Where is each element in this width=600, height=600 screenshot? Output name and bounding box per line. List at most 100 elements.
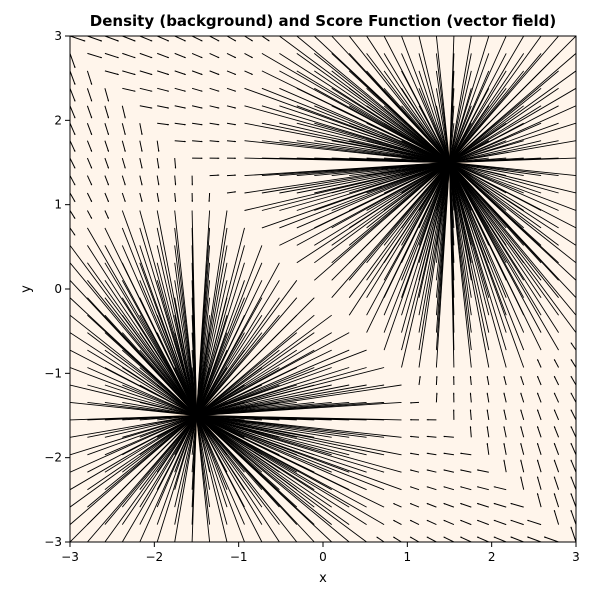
score-arrowhead <box>410 503 412 505</box>
score-arrow <box>104 123 110 136</box>
score-arrow <box>460 536 472 542</box>
score-arrow <box>196 210 228 416</box>
score-arrow <box>553 409 560 421</box>
score-arrowhead <box>90 83 93 85</box>
score-arrow <box>449 70 576 163</box>
score-arrow <box>104 105 110 119</box>
score-arrowhead <box>191 200 194 202</box>
score-arrow <box>435 376 438 386</box>
score-arrow <box>449 162 559 333</box>
score-arrow <box>209 174 220 177</box>
score-arrow <box>503 375 507 386</box>
score-arrow <box>121 105 126 119</box>
score-arrow <box>520 426 525 438</box>
score-arrow <box>553 493 560 508</box>
score-arrow <box>226 36 237 42</box>
score-arrow <box>139 415 197 456</box>
score-arrow <box>449 162 576 281</box>
score-arrow <box>196 415 367 491</box>
score-arrow <box>156 349 197 416</box>
score-arrow <box>449 162 542 298</box>
score-arrow <box>426 536 437 542</box>
score-arrow <box>520 392 525 403</box>
score-arrowhead <box>469 376 472 378</box>
score-arrow <box>122 87 136 92</box>
score-arrowhead <box>520 426 522 428</box>
score-arrowhead <box>174 166 177 169</box>
score-arrowhead <box>510 519 513 522</box>
score-arrow <box>174 70 186 76</box>
score-arrowhead <box>174 200 177 202</box>
score-arrowhead <box>150 56 153 59</box>
score-arrow <box>366 162 450 194</box>
score-arrowhead <box>410 418 412 421</box>
score-arrow <box>449 140 559 163</box>
score-arrow <box>244 36 253 42</box>
score-arrowhead <box>117 73 119 75</box>
score-arrow <box>196 415 333 542</box>
score-arrow <box>86 105 93 119</box>
score-arrow <box>493 536 507 542</box>
score-arrow <box>70 157 76 169</box>
score-arrow <box>156 384 197 416</box>
score-arrowhead <box>426 486 429 488</box>
score-arrowhead <box>443 452 446 455</box>
score-arrow <box>418 162 450 333</box>
score-arrowhead <box>544 536 546 539</box>
score-arrowhead <box>217 56 220 58</box>
score-arrow <box>460 469 472 473</box>
score-arrow <box>191 87 203 92</box>
score-arrowhead <box>124 183 126 186</box>
score-arrow <box>104 415 197 456</box>
score-arrow <box>435 162 450 194</box>
score-arrow <box>139 140 143 152</box>
score-arrowhead <box>234 56 236 58</box>
score-arrow <box>503 459 507 473</box>
score-arrowhead <box>200 123 203 126</box>
score-arrowhead <box>537 409 539 412</box>
score-arrow <box>156 175 160 186</box>
score-arrow <box>157 401 197 416</box>
score-arrow <box>196 415 367 542</box>
score-arrow <box>196 280 228 416</box>
score-arrow <box>121 297 197 416</box>
score-arrow <box>486 409 490 420</box>
score-arrow <box>409 519 420 526</box>
score-arrow <box>553 392 560 403</box>
score-arrowhead <box>553 459 556 462</box>
score-arrowhead <box>452 392 455 395</box>
score-arrow <box>460 502 472 508</box>
score-arrow <box>104 401 197 416</box>
score-arrow <box>469 409 472 420</box>
score-arrow <box>553 509 560 525</box>
score-arrow <box>174 122 186 126</box>
score-arrow <box>443 435 454 438</box>
score-arrow <box>156 415 197 473</box>
score-arrow <box>449 122 559 163</box>
score-arrow <box>503 392 507 403</box>
score-arrow <box>443 502 455 508</box>
score-arrow <box>87 384 197 416</box>
score-arrow <box>449 162 525 333</box>
score-arrowhead <box>234 106 236 109</box>
score-arrowhead <box>191 183 194 186</box>
score-arrow <box>570 375 576 386</box>
score-arrow <box>449 162 507 351</box>
score-arrow <box>196 332 315 416</box>
score-arrow <box>449 162 542 229</box>
score-arrow <box>139 262 197 416</box>
score-arrow <box>393 519 402 526</box>
score-arrowhead <box>486 409 489 412</box>
score-arrow <box>443 469 455 473</box>
score-arrow <box>449 162 576 333</box>
x-tick-label: −1 <box>230 550 248 564</box>
score-arrow <box>196 262 245 416</box>
score-arrow <box>196 415 245 525</box>
score-arrow <box>196 227 245 416</box>
score-arrow <box>70 415 197 491</box>
score-arrow <box>331 70 450 163</box>
score-arrow <box>503 443 507 455</box>
score-arrow <box>536 392 542 403</box>
score-arrowhead <box>251 39 253 42</box>
